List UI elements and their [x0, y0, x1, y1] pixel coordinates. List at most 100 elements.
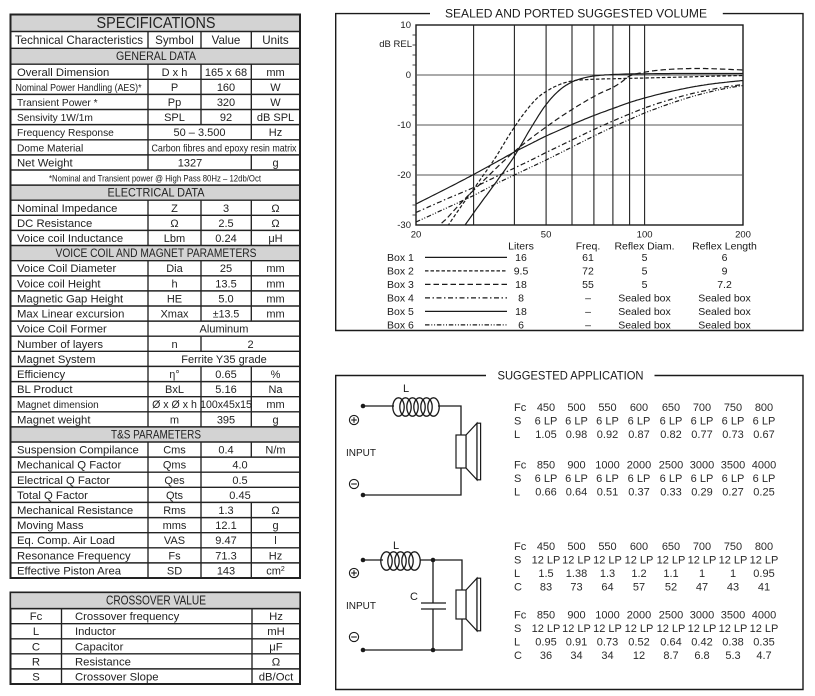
svg-text:S: S — [514, 416, 521, 428]
svg-text:12 LP: 12 LP — [688, 555, 717, 567]
svg-text:Ω: Ω — [271, 505, 279, 517]
svg-text:50 – 3.500: 50 – 3.500 — [174, 127, 226, 139]
svg-text:Electrical Q Factor: Electrical Q Factor — [17, 475, 110, 487]
svg-text:S: S — [514, 555, 521, 567]
svg-text:Ø x Ø x h: Ø x Ø x h — [152, 399, 197, 411]
svg-text:C: C — [514, 582, 522, 594]
svg-text:Frequency Response: Frequency Response — [17, 128, 114, 139]
svg-text:1.5: 1.5 — [538, 568, 553, 580]
svg-text:Qms: Qms — [163, 460, 187, 472]
svg-text:Fc: Fc — [514, 541, 527, 553]
svg-text:Sealed box: Sealed box — [698, 306, 751, 318]
svg-text:2000: 2000 — [627, 610, 651, 622]
svg-text:5: 5 — [642, 252, 648, 264]
svg-text:13.5: 13.5 — [215, 278, 236, 290]
svg-text:Box 5: Box 5 — [387, 306, 414, 318]
svg-text:L: L — [514, 429, 520, 441]
svg-text:Qts: Qts — [166, 490, 184, 502]
svg-text:Sealed box: Sealed box — [698, 319, 751, 331]
svg-text:7.2: 7.2 — [717, 279, 732, 291]
svg-text:HE: HE — [167, 293, 182, 305]
svg-text:4000: 4000 — [752, 610, 776, 622]
svg-text:mm: mm — [266, 67, 284, 79]
svg-text:Freq.: Freq. — [576, 241, 601, 253]
svg-text:g: g — [272, 414, 278, 426]
svg-text:Sensivity 1W/1m: Sensivity 1W/1m — [17, 113, 93, 124]
svg-text:0.51: 0.51 — [597, 487, 618, 499]
svg-text:8.7: 8.7 — [663, 650, 678, 662]
svg-text:52: 52 — [665, 582, 677, 594]
svg-text:mm: mm — [266, 293, 284, 305]
svg-text:100x45x15: 100x45x15 — [200, 399, 252, 411]
svg-text:650: 650 — [662, 402, 680, 414]
svg-text:650: 650 — [662, 541, 680, 553]
svg-text:C: C — [514, 650, 522, 662]
svg-text:1: 1 — [699, 568, 705, 580]
svg-text:165 x 68: 165 x 68 — [205, 67, 247, 79]
svg-text:T&S PARAMETERS: T&S PARAMETERS — [111, 427, 201, 441]
svg-text:Liters: Liters — [508, 241, 534, 253]
svg-text:Magnet dimension: Magnet dimension — [17, 400, 99, 411]
svg-text:61: 61 — [582, 252, 594, 264]
svg-text:500: 500 — [567, 402, 585, 414]
svg-text:12 LP: 12 LP — [562, 623, 591, 635]
svg-text:Moving Mass: Moving Mass — [17, 520, 84, 532]
svg-text:4.7: 4.7 — [756, 650, 771, 662]
svg-text:12 LP: 12 LP — [657, 623, 686, 635]
svg-text:Mechanical Q Factor: Mechanical Q Factor — [17, 460, 121, 472]
svg-text:Fc: Fc — [30, 611, 43, 623]
svg-text:800: 800 — [755, 541, 773, 553]
svg-text:0.95: 0.95 — [753, 568, 774, 580]
svg-text:1.3: 1.3 — [218, 505, 233, 517]
svg-text:12 LP: 12 LP — [688, 623, 717, 635]
svg-text:Magnet System: Magnet System — [17, 354, 95, 366]
svg-text:Hz: Hz — [269, 611, 283, 623]
svg-text:0.35: 0.35 — [753, 637, 774, 649]
svg-text:550: 550 — [598, 402, 616, 414]
svg-text:Voice Coil Diameter: Voice Coil Diameter — [17, 263, 116, 275]
svg-text:Sealed box: Sealed box — [618, 292, 671, 304]
svg-text:0.98: 0.98 — [566, 429, 587, 441]
svg-text:34: 34 — [601, 650, 613, 662]
svg-text:h: h — [171, 278, 177, 290]
svg-text:DC Resistance: DC Resistance — [17, 218, 92, 230]
svg-text:Dome Material: Dome Material — [17, 143, 83, 154]
svg-text:-10: -10 — [397, 120, 411, 131]
svg-text:Carbon fibres and epoxy resin: Carbon fibres and epoxy resin matrix — [152, 143, 297, 154]
svg-text:64: 64 — [601, 582, 613, 594]
svg-text:0.65: 0.65 — [215, 369, 236, 381]
svg-text:g: g — [272, 157, 278, 169]
svg-text:0.42: 0.42 — [691, 637, 712, 649]
svg-text:6 LP: 6 LP — [691, 473, 714, 485]
svg-text:800: 800 — [755, 402, 773, 414]
svg-text:±13.5: ±13.5 — [213, 309, 240, 321]
svg-text:Ω: Ω — [271, 203, 279, 215]
svg-text:N/m: N/m — [265, 445, 285, 457]
svg-text:3000: 3000 — [690, 460, 714, 472]
svg-text:6 LP: 6 LP — [628, 473, 651, 485]
svg-text:Nominal Power Handling (AES)*: Nominal Power Handling (AES)* — [16, 83, 142, 94]
svg-text:2000: 2000 — [627, 460, 651, 472]
svg-text:mm: mm — [266, 263, 284, 275]
svg-text:Net Weight: Net Weight — [17, 157, 74, 169]
svg-text:Efficiency: Efficiency — [17, 369, 65, 381]
svg-text:6.8: 6.8 — [694, 650, 709, 662]
svg-text:41: 41 — [758, 582, 770, 594]
svg-text:143: 143 — [217, 566, 235, 578]
svg-text:-30: -30 — [397, 220, 411, 231]
svg-text:0.64: 0.64 — [660, 637, 681, 649]
svg-text:Cms: Cms — [163, 445, 186, 457]
svg-text:1: 1 — [730, 568, 736, 580]
svg-text:Reflex Diam.: Reflex Diam. — [614, 241, 674, 253]
svg-text:0.91: 0.91 — [566, 637, 587, 649]
svg-text:Dia: Dia — [166, 263, 183, 275]
svg-text:Box 3: Box 3 — [387, 279, 414, 291]
svg-text:3500: 3500 — [721, 460, 745, 472]
svg-text:700: 700 — [693, 541, 711, 553]
svg-text:12 LP: 12 LP — [625, 623, 654, 635]
svg-text:8: 8 — [518, 292, 524, 304]
svg-text:Symbol: Symbol — [155, 34, 194, 47]
svg-text:36: 36 — [540, 650, 552, 662]
svg-text:5.0: 5.0 — [218, 293, 233, 305]
svg-text:W: W — [270, 82, 281, 94]
